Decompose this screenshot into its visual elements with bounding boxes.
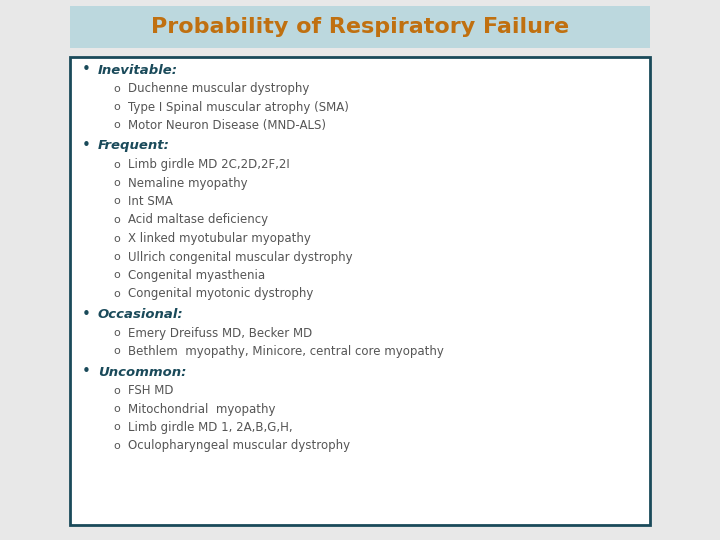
- Text: o: o: [113, 328, 120, 338]
- Text: o: o: [113, 271, 120, 280]
- Text: Duchenne muscular dystrophy: Duchenne muscular dystrophy: [128, 82, 310, 95]
- Text: Limb girdle MD 1, 2A,B,G,H,: Limb girdle MD 1, 2A,B,G,H,: [128, 421, 292, 434]
- Text: •: •: [82, 138, 91, 153]
- Text: Type I Spinal muscular atrophy (SMA): Type I Spinal muscular atrophy (SMA): [128, 100, 349, 113]
- Text: Probability of Respiratory Failure: Probability of Respiratory Failure: [151, 17, 569, 37]
- Text: o: o: [113, 197, 120, 206]
- Text: o: o: [113, 159, 120, 170]
- Text: Bethlem  myopathy, Minicore, central core myopathy: Bethlem myopathy, Minicore, central core…: [128, 345, 444, 358]
- Text: •: •: [82, 307, 91, 322]
- Text: o: o: [113, 441, 120, 451]
- Text: o: o: [113, 233, 120, 244]
- Text: •: •: [82, 63, 91, 78]
- FancyBboxPatch shape: [70, 6, 650, 48]
- Text: o: o: [113, 252, 120, 262]
- FancyBboxPatch shape: [70, 57, 650, 525]
- Text: Int SMA: Int SMA: [128, 195, 173, 208]
- Text: Motor Neuron Disease (MND-ALS): Motor Neuron Disease (MND-ALS): [128, 119, 326, 132]
- Text: o: o: [113, 102, 120, 112]
- Text: Frequent:: Frequent:: [98, 139, 170, 152]
- Text: o: o: [113, 84, 120, 93]
- Text: Ullrich congenital muscular dystrophy: Ullrich congenital muscular dystrophy: [128, 251, 353, 264]
- Text: Mitochondrial  myopathy: Mitochondrial myopathy: [128, 402, 276, 415]
- Text: Inevitable:: Inevitable:: [98, 64, 178, 77]
- Text: o: o: [113, 120, 120, 131]
- Text: o: o: [113, 347, 120, 356]
- Text: •: •: [82, 364, 91, 380]
- Text: Congenital myotonic dystrophy: Congenital myotonic dystrophy: [128, 287, 313, 300]
- Text: o: o: [113, 178, 120, 188]
- Text: Nemaline myopathy: Nemaline myopathy: [128, 177, 248, 190]
- Text: Acid maltase deficiency: Acid maltase deficiency: [128, 213, 268, 226]
- Text: o: o: [113, 215, 120, 225]
- Text: X linked myotubular myopathy: X linked myotubular myopathy: [128, 232, 311, 245]
- Text: Emery Dreifuss MD, Becker MD: Emery Dreifuss MD, Becker MD: [128, 327, 312, 340]
- Text: o: o: [113, 404, 120, 414]
- Text: o: o: [113, 289, 120, 299]
- Text: Occasional:: Occasional:: [98, 308, 184, 321]
- Text: o: o: [113, 422, 120, 433]
- Text: Limb girdle MD 2C,2D,2F,2I: Limb girdle MD 2C,2D,2F,2I: [128, 158, 289, 171]
- Text: Oculopharyngeal muscular dystrophy: Oculopharyngeal muscular dystrophy: [128, 440, 350, 453]
- Text: Congenital myasthenia: Congenital myasthenia: [128, 269, 265, 282]
- Text: FSH MD: FSH MD: [128, 384, 174, 397]
- Text: Uncommon:: Uncommon:: [98, 366, 186, 379]
- Text: o: o: [113, 386, 120, 395]
